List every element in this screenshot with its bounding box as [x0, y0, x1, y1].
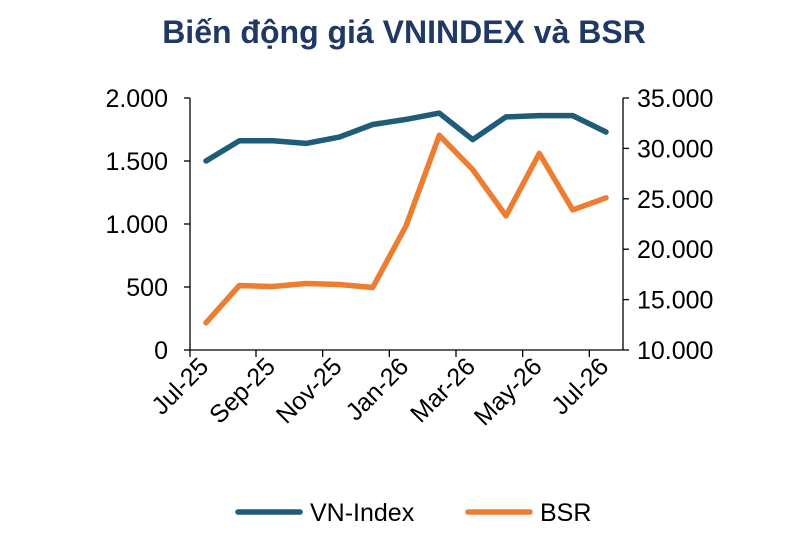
left-tick-label: 0 — [154, 337, 168, 365]
right-tick-label: 25.000 — [637, 186, 713, 214]
x-tick-label: Jul-26 — [546, 352, 614, 420]
tick-labels: 0 500 1.000 1.500 2.000 10.000 15.000 20.000 25.… — [105, 85, 713, 431]
series-line-bsr — [203, 132, 609, 326]
x-tick-label: Sep-25 — [204, 352, 281, 429]
legend-label: VN-Index — [310, 499, 415, 527]
x-tick-label: May-26 — [469, 352, 548, 431]
x-tick-label: Mar-26 — [405, 352, 481, 428]
series-lines — [203, 110, 609, 326]
x-tick-label: Nov-25 — [271, 352, 348, 429]
x-tick-label: Jan-26 — [340, 352, 414, 426]
left-tick-label: 500 — [126, 274, 168, 302]
legend: VN-Index BSR — [235, 499, 591, 527]
left-tick-label: 2.000 — [105, 85, 168, 113]
left-tick-label: 1.000 — [105, 211, 168, 239]
right-tick-label: 35.000 — [637, 85, 713, 113]
chart-title: Biến động giá VNINDEX và BSR — [162, 14, 646, 50]
axes — [184, 97, 629, 357]
right-tick-label: 30.000 — [637, 135, 713, 163]
legend-label: BSR — [540, 499, 591, 527]
right-tick-label: 15.000 — [637, 287, 713, 315]
left-tick-label: 1.500 — [105, 148, 168, 176]
right-tick-label: 20.000 — [637, 236, 713, 264]
right-tick-label: 10.000 — [637, 337, 713, 365]
series-line-vn-index — [203, 110, 609, 164]
